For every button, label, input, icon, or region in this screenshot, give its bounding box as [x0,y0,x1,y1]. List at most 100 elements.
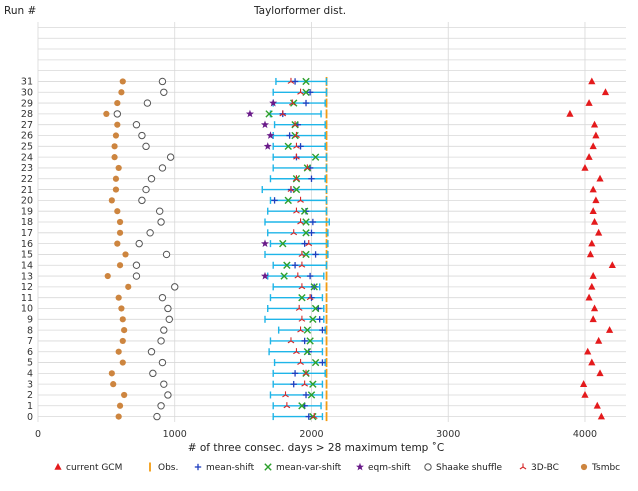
current-gcm-point [581,163,589,171]
bc3d-point [288,99,296,106]
legend-item: Shaake shuffle [424,463,503,473]
legend-marker [356,462,364,471]
eqm-shift-point [261,120,269,129]
bc3d-point [306,294,314,301]
shaake-point [165,315,173,323]
mean-var-shift-point [303,348,312,356]
shaake-point [160,380,168,388]
tsmbc-point [104,272,111,280]
mean-var-shift-point [302,229,310,237]
taylorformer-range-bar [267,304,325,312]
axes: Taylorformer dist. Run # # of three cons… [4,5,597,454]
shaake-point [142,185,150,194]
bc3d-point [282,391,289,398]
tsmbc-point [114,240,121,247]
current-gcm-point [593,401,601,409]
bc3d-point [291,121,299,128]
shaake-point [158,164,167,172]
tsmbc-point [108,370,115,377]
taylorformer-range-bar [269,240,329,248]
y-tick-label: 27 [21,120,33,131]
y-tick-label: 1 [27,401,33,412]
mean-shift-point [308,175,315,182]
mean-shift-point [312,251,319,258]
x-tick-label: 2000 [299,429,323,440]
legend-label: current GCM [66,463,122,473]
mean-shift-point [301,337,308,345]
shaake-point [138,196,146,205]
bc3d-point [298,250,306,257]
current-gcm-point [595,228,603,236]
current-gcm-point [589,185,597,193]
shaake-point [158,77,167,86]
tsmbc-point [112,175,120,182]
legend-item: Tsmbc [580,463,620,473]
shaake-point [132,272,141,280]
current-gcm-point [588,77,596,85]
y-tick-label: 31 [21,77,33,88]
mean-var-shift-point [290,99,298,107]
mean-var-shift-point [265,110,273,118]
eqm-shift-point [261,271,269,280]
legend-label: Obs. [158,463,178,473]
y-tick-label: 22 [21,174,33,185]
y-tick-label: 21 [21,185,33,196]
shaake-point [156,207,164,215]
tsmbc-point [114,99,121,107]
current-gcm-point [592,196,600,204]
bc3d-point [293,142,300,149]
y-tick-label: 24 [21,152,33,163]
shaake-point [142,142,150,151]
bc3d-point [298,315,306,322]
current-gcm-point [589,272,597,279]
x-tick-label: 3000 [436,429,460,440]
tsmbc-point [116,229,124,236]
tsmbc-point [110,381,117,388]
bc3d-point [301,380,309,387]
y-tick-label: 9 [27,314,33,325]
taylorformer-range-bar [272,153,328,161]
taylorformer-range-bar [272,369,326,377]
y-tick-label: 11 [21,293,33,304]
taylorformer-range-bar [277,326,326,334]
shaake-point [153,412,161,421]
mean-shift-point [291,78,299,85]
mean-var-shift-point [284,196,292,205]
y-tick-label: 29 [21,98,33,109]
legend-label: mean-shift [206,463,255,473]
mean-var-shift-point [311,358,320,367]
bc3d-point [293,153,300,160]
shaake-point [158,293,167,302]
taylorformer-range-bar [269,196,328,204]
legend-item: eqm-shift [356,462,411,473]
mean-var-shift-point [302,250,310,259]
tsmbc-point [108,197,115,204]
mean-var-shift-point [302,88,310,96]
current-gcm-point [581,390,589,398]
taylorformer-ranges [261,77,330,421]
legend-marker [580,463,588,471]
y-tick-label: 3 [27,379,33,390]
eqm-shift-point [269,98,278,107]
bc3d-point [293,207,300,214]
current-gcm-point [596,369,604,377]
legend-item: current GCM [54,463,122,473]
legend-item: mean-shift [194,463,255,473]
x-tick-label: 1000 [163,429,187,440]
y-tick-label: 4 [27,369,33,380]
mean-var-shift-point [307,391,316,399]
y-tick-label: 28 [21,109,33,120]
legend: current GCM Obs. mean-shift mean-var-shift e… [54,462,620,473]
bc3d-point [287,77,295,84]
legend-label: eqm-shift [368,463,411,473]
legend-item: mean-var-shift [264,463,342,473]
taylorformer-range-bar [272,164,328,172]
mean-shift-point [319,326,326,334]
current-gcm-point [590,218,599,225]
y-tick-label: 25 [21,142,33,153]
mean-var-shift-point [298,293,306,302]
current-gcm-point [588,358,596,366]
y-tick-label: 8 [27,325,33,336]
shaake-point [158,358,167,367]
shaake-point [143,99,152,107]
